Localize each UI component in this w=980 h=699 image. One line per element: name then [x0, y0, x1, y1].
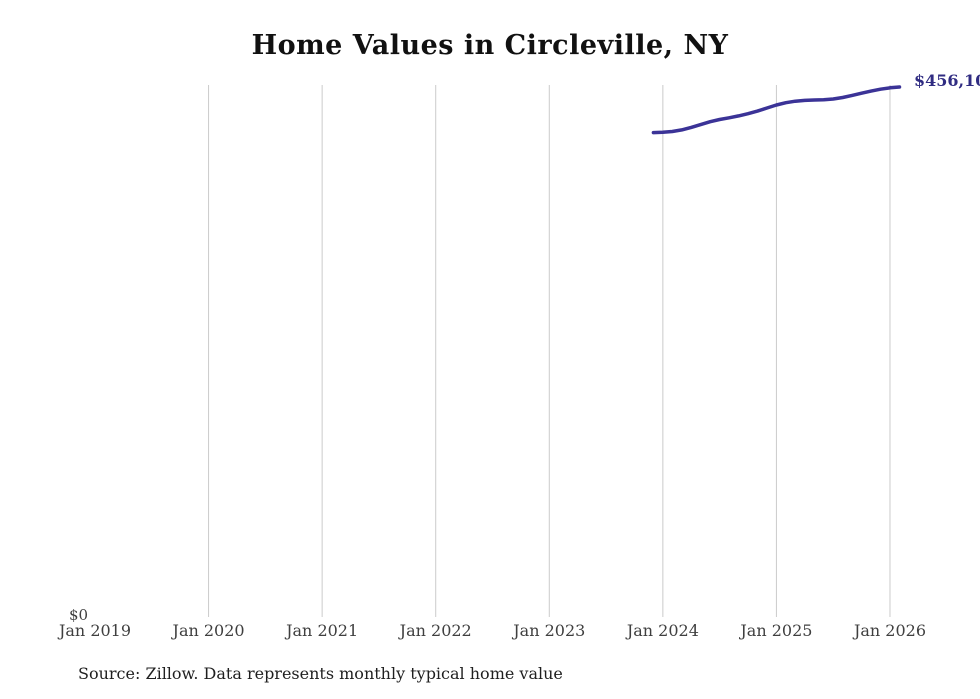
x-tick-label: Jan 2024 [626, 621, 699, 640]
x-tick-label: Jan 2021 [286, 621, 359, 640]
home-value-line [651, 85, 902, 135]
latest-value-label: $456,100 [914, 71, 980, 90]
chart-title: Home Values in Circleville, NY [251, 30, 729, 61]
x-tick-label: Jan 2020 [172, 621, 245, 640]
x-tick-label: Jan 2025 [740, 621, 813, 640]
y-axis-zero-label: $0 [69, 606, 89, 624]
x-tick-label: Jan 2022 [399, 621, 472, 640]
x-tick-label: Jan 2023 [513, 621, 586, 640]
x-tick-label: Jan 2019 [58, 621, 132, 640]
source-note: Source: Zillow. Data represents monthly … [78, 664, 563, 683]
gridlines [208, 85, 891, 617]
x-tick-label: Jan 2026 [853, 621, 927, 640]
